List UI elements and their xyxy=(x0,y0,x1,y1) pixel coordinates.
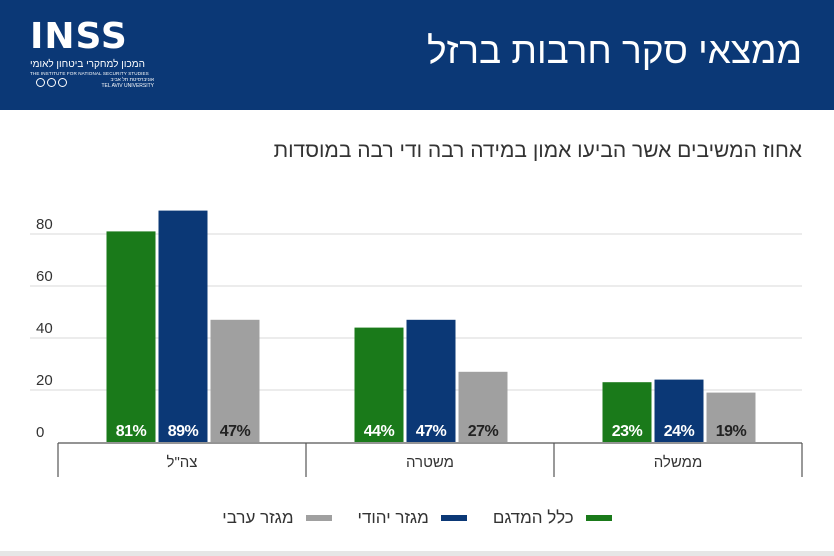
legend-label: מגזר יהודי xyxy=(357,508,429,527)
data-label: 23% xyxy=(612,423,643,440)
data-label: 19% xyxy=(716,423,747,440)
data-label: 27% xyxy=(468,423,499,440)
x-tick-label: ממשלה xyxy=(654,454,703,471)
page-title: ממצאי סקר חרבות ברזל xyxy=(426,30,802,71)
bar xyxy=(706,392,756,442)
logo-university-he: אוניברסיטת תל אביב xyxy=(110,77,155,83)
inss-logo: INSS המכון למחקרי ביטחון לאומי THE INSTI… xyxy=(30,18,155,92)
legend-swatch xyxy=(440,515,467,521)
bar xyxy=(654,379,704,442)
header-banner: INSS המכון למחקרי ביטחון לאומי THE INSTI… xyxy=(0,0,834,110)
data-label: 81% xyxy=(116,423,147,440)
data-label: 44% xyxy=(364,423,395,440)
bar xyxy=(406,319,456,442)
y-tick-label: 80 xyxy=(36,216,53,233)
legend-item: מגזר ערבי xyxy=(222,508,332,528)
y-tick-label: 20 xyxy=(36,372,53,389)
x-tick-label: צה"ל xyxy=(167,454,198,471)
bar xyxy=(158,210,208,442)
data-label: 47% xyxy=(416,423,447,440)
chart-title: אחוז המשיבים אשר הביעו אמון במידה רבה וד… xyxy=(273,139,802,162)
legend-item: כלל המדגם xyxy=(493,508,612,528)
logo-university: אוניברסיטת תל אביב TEL AVIV UNIVERSITY xyxy=(96,77,154,89)
data-label: 47% xyxy=(220,423,251,440)
y-tick-label: 40 xyxy=(36,320,53,337)
footer-bar xyxy=(0,551,834,556)
bar xyxy=(106,231,156,442)
logo-english-name: THE INSTITUTE FOR NATIONAL SECURITY STUD… xyxy=(30,71,149,76)
logo-wordmark: INSS xyxy=(30,16,128,57)
bar xyxy=(602,382,652,442)
bar xyxy=(354,327,404,442)
legend-swatch xyxy=(305,515,332,521)
bar xyxy=(458,371,508,442)
bar xyxy=(210,319,260,442)
y-tick-label: 60 xyxy=(36,268,53,285)
x-tick-label: משטרה xyxy=(406,454,454,471)
legend-swatch xyxy=(585,515,612,521)
logo-hebrew-name: המכון למחקרי ביטחון לאומי xyxy=(30,59,145,70)
logo-circles-icon xyxy=(36,78,67,87)
legend-item: מגזר יהודי xyxy=(358,508,467,528)
legend-label: מגזר ערבי xyxy=(222,508,294,527)
logo-university-en: TEL AVIV UNIVERSITY xyxy=(101,83,154,89)
data-label: 89% xyxy=(168,423,199,440)
data-label: 24% xyxy=(664,423,695,440)
legend-label: כלל המדגם xyxy=(492,508,574,527)
y-tick-label: 0 xyxy=(36,424,44,441)
chart-legend: כלל המדגם מגזר יהודי מגזר ערבי xyxy=(0,508,834,528)
